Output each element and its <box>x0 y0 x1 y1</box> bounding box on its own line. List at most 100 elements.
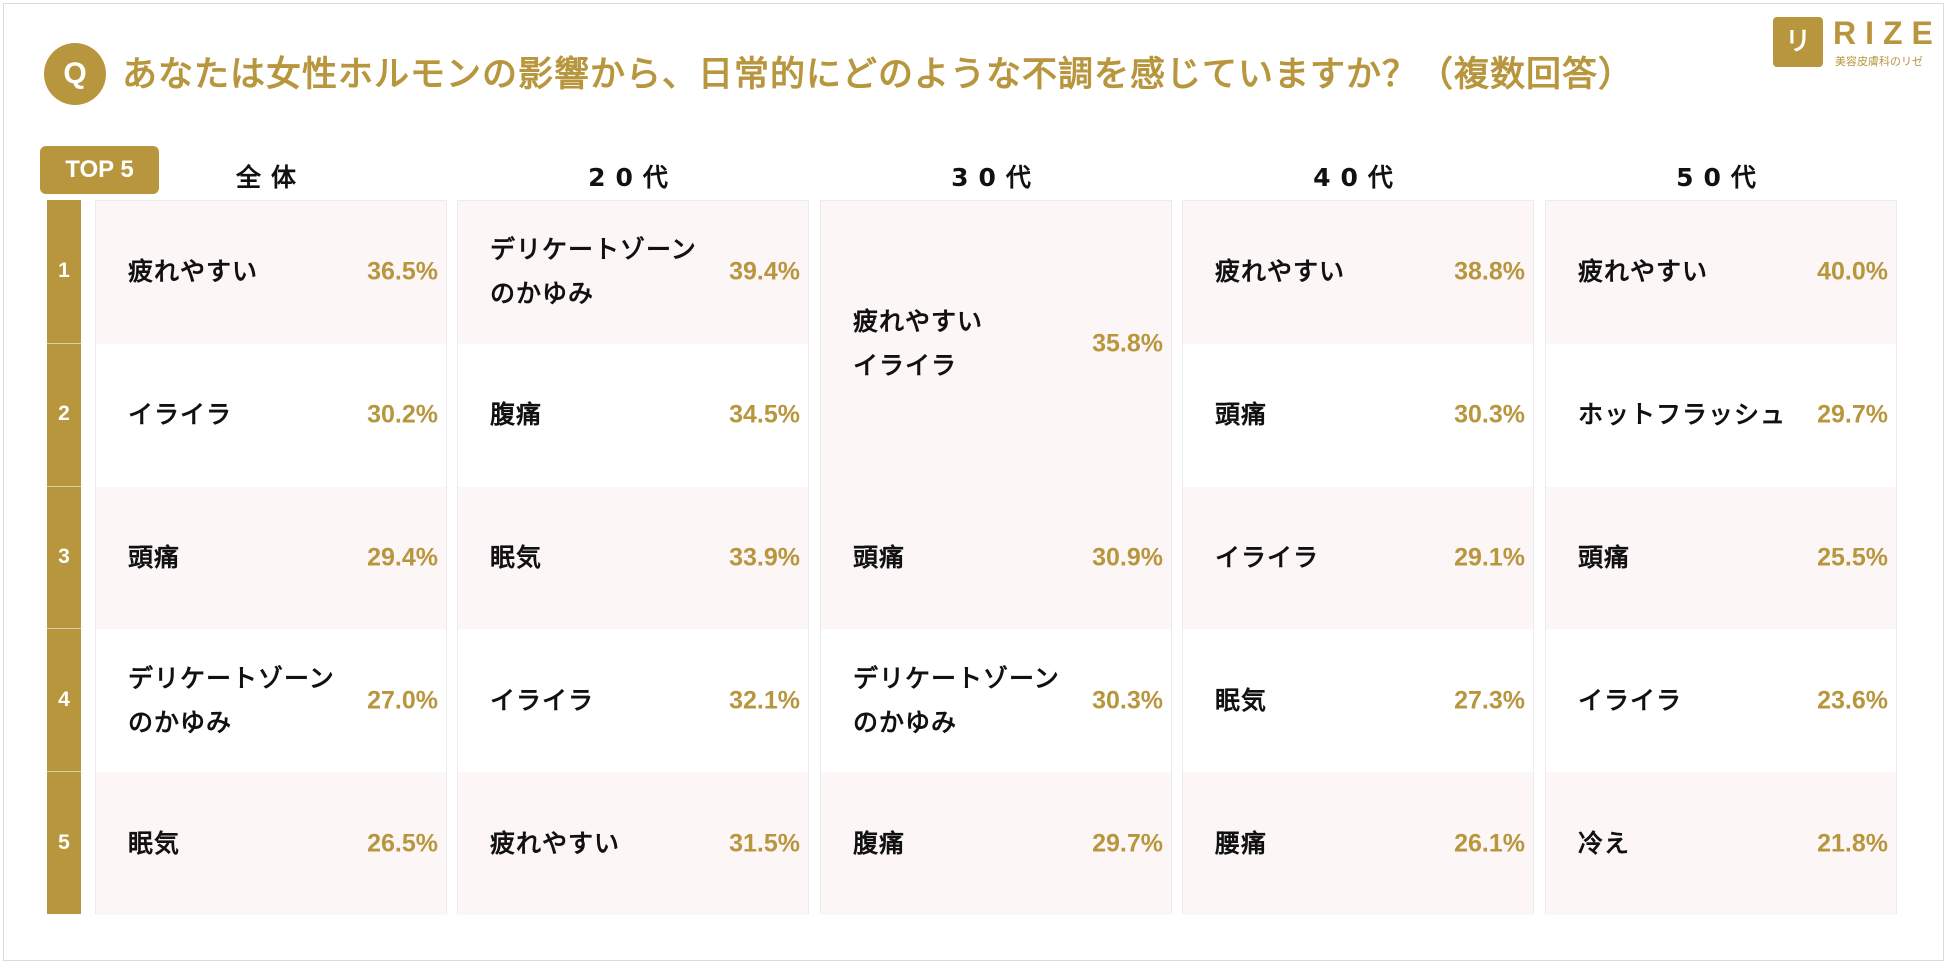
percentage-value: 29.4% <box>367 543 438 572</box>
symptom-label: 疲れやすい イライラ <box>853 306 984 380</box>
column-header: 50代 <box>1676 163 1766 192</box>
ranking-cell: 腰痛 26.1% <box>1183 772 1533 915</box>
top5-badge: TOP 5 <box>40 146 159 194</box>
symptom-label: イライラ <box>128 400 233 430</box>
percentage-value: 38.8% <box>1454 257 1525 286</box>
symptom-label: 眠気 <box>1215 685 1268 715</box>
logo-mark: リゼ <box>1773 17 1823 107</box>
rank-separator <box>47 485 81 487</box>
symptom-label: 疲れやすい <box>1578 257 1709 287</box>
symptom-label: ホットフラッシュ <box>1578 400 1787 430</box>
percentage-value: 29.7% <box>1092 829 1163 858</box>
column-header: 30代 <box>951 163 1041 192</box>
ranking-column: 疲れやすい 36.5% イライラ 30.2% 頭痛 29.4% デリケートゾーン のかゆみ 2… <box>95 200 447 915</box>
percentage-value: 36.5% <box>367 257 438 286</box>
column-header: 20代 <box>588 163 678 192</box>
ranking-cell: 疲れやすい イライラ 35.8% <box>821 201 1171 487</box>
symptom-label: 冷え <box>1578 828 1631 858</box>
symptom-label: 疲れやすい <box>128 257 259 287</box>
symptom-label: 眠気 <box>128 828 181 858</box>
ranking-cell: イライラ 23.6% <box>1546 629 1896 772</box>
rank-separator <box>47 628 81 630</box>
percentage-value: 26.5% <box>367 829 438 858</box>
percentage-value: 40.0% <box>1817 257 1888 286</box>
symptom-label: 頭痛 <box>1578 542 1631 572</box>
ranking-cell: 疲れやすい 31.5% <box>458 772 808 915</box>
rank-number: 2 <box>58 402 70 426</box>
percentage-value: 30.2% <box>367 400 438 429</box>
percentage-value: 29.1% <box>1454 543 1525 572</box>
percentage-value: 23.6% <box>1817 686 1888 715</box>
symptom-label: 疲れやすい <box>490 828 621 858</box>
column-header: 全体 <box>235 163 306 192</box>
ranking-cell: 腹痛 29.7% <box>821 772 1171 915</box>
ranking-cell: 頭痛 30.3% <box>1183 344 1533 487</box>
ranking-cell: 眠気 26.5% <box>96 772 446 915</box>
rank-separator <box>47 771 81 773</box>
question-title: あなたは女性ホルモンの影響から、日常的にどのような不調を感じていますか？（複数回… <box>122 55 1635 95</box>
percentage-value: 32.1% <box>729 686 800 715</box>
percentage-value: 30.9% <box>1092 543 1163 572</box>
ranking-cell: デリケートゾーン のかゆみ 30.3% <box>821 629 1171 772</box>
symptom-label: イライラ <box>1578 685 1683 715</box>
ranking-cell: 疲れやすい 36.5% <box>96 201 446 344</box>
symptom-label: イライラ <box>490 685 595 715</box>
question-badge: Q <box>44 43 106 105</box>
symptom-label: 腹痛 <box>853 828 906 858</box>
logo-subtitle: 美容皮膚科のリゼ <box>1835 55 1923 68</box>
ranking-cell: 眠気 33.9% <box>458 486 808 630</box>
percentage-value: 39.4% <box>729 257 800 286</box>
rank-number: 5 <box>58 830 70 854</box>
rank-number: 1 <box>58 259 70 283</box>
ranking-cell: イライラ 30.2% <box>96 344 446 487</box>
ranking-cell: イライラ 32.1% <box>458 629 808 772</box>
symptom-label: 頭痛 <box>853 542 906 572</box>
ranking-cell: 冷え 21.8% <box>1546 772 1896 915</box>
ranking-cell: 頭痛 29.4% <box>96 486 446 630</box>
rank-number: 3 <box>58 545 70 568</box>
symptom-label: イライラ <box>1215 542 1320 572</box>
ranking-cell: ホットフラッシュ 29.7% <box>1546 344 1896 487</box>
ranking-column: 疲れやすい 38.8% 頭痛 30.3% イライラ 29.1% 眠気 27.3% 腰痛 26.1% <box>1182 200 1534 915</box>
column-header: 40代 <box>1313 163 1403 192</box>
symptom-label: 腹痛 <box>490 400 543 430</box>
ranking-cell: デリケートゾーン のかゆみ 27.0% <box>96 629 446 772</box>
percentage-value: 30.3% <box>1092 686 1163 715</box>
percentage-value: 29.7% <box>1817 400 1888 429</box>
ranking-column: 疲れやすい イライラ 35.8% 頭痛 30.9% デリケートゾーン のかゆみ 30.3%… <box>820 200 1172 915</box>
percentage-value: 30.3% <box>1454 400 1525 429</box>
rank-bar: 1 2 3 4 5 <box>47 200 81 914</box>
rank-number: 4 <box>58 687 70 711</box>
ranking-column: デリケートゾーン のかゆみ 39.4% 腹痛 34.5% 眠気 33.9% イライラ 32.1… <box>457 200 809 915</box>
percentage-value: 35.8% <box>1092 329 1163 358</box>
symptom-label: デリケートゾーン のかゆみ <box>128 663 335 737</box>
logo-name: RIZE <box>1833 15 1942 51</box>
rank-separator <box>47 342 81 344</box>
symptom-label: 腰痛 <box>1215 828 1268 858</box>
percentage-value: 26.1% <box>1454 829 1525 858</box>
ranking-cell: 頭痛 25.5% <box>1546 486 1896 630</box>
ranking-cell: 頭痛 30.9% <box>821 486 1171 630</box>
symptom-label: 頭痛 <box>1215 400 1268 430</box>
percentage-value: 33.9% <box>729 543 800 572</box>
percentage-value: 21.8% <box>1817 829 1888 858</box>
symptom-label: デリケートゾーン のかゆみ <box>853 663 1060 737</box>
ranking-cell: デリケートゾーン のかゆみ 39.4% <box>458 201 808 344</box>
symptom-label: デリケートゾーン のかゆみ <box>490 235 697 309</box>
percentage-value: 31.5% <box>729 829 800 858</box>
rize-logo: リゼ RIZE 美容皮膚科のリゼ <box>1773 15 1938 107</box>
ranking-cell: 疲れやすい 40.0% <box>1546 201 1896 344</box>
ranking-cell: イライラ 29.1% <box>1183 486 1533 630</box>
ranking-cell: 腹痛 34.5% <box>458 344 808 487</box>
percentage-value: 25.5% <box>1817 543 1888 572</box>
slide-frame <box>3 3 1944 961</box>
percentage-value: 27.0% <box>367 686 438 715</box>
ranking-column: 疲れやすい 40.0% ホットフラッシュ 29.7% 頭痛 25.5% イライラ 23.6% 冷… <box>1545 200 1897 915</box>
ranking-cell: 疲れやすい 38.8% <box>1183 201 1533 344</box>
symptom-label: 疲れやすい <box>1215 257 1346 287</box>
percentage-value: 27.3% <box>1454 686 1525 715</box>
percentage-value: 34.5% <box>729 400 800 429</box>
symptom-label: 眠気 <box>490 542 543 572</box>
symptom-label: 頭痛 <box>128 542 181 572</box>
ranking-cell: 眠気 27.3% <box>1183 629 1533 772</box>
